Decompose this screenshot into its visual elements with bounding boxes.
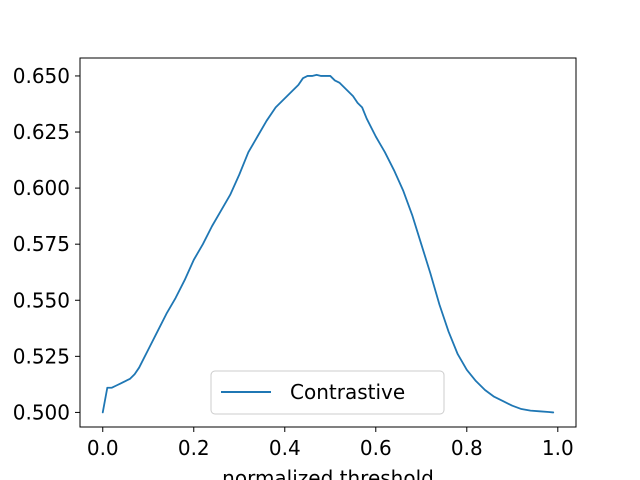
y-tick-label: 0.500 <box>13 400 70 424</box>
series-line-contrastive <box>101 73 555 414</box>
y-tick-label: 0.550 <box>13 288 70 312</box>
y-tick-label: 0.625 <box>13 120 70 144</box>
x-tick-label: 0.2 <box>178 436 210 460</box>
x-axis-label: normalized threshold <box>222 466 434 480</box>
y-axis: 0.500 0.525 0.550 0.575 0.600 0.625 0.650 <box>13 64 80 424</box>
y-tick-label: 0.525 <box>13 344 70 368</box>
x-tick-label: 0.0 <box>87 436 119 460</box>
plot-area <box>79 57 577 428</box>
y-tick-label: 0.650 <box>13 64 70 88</box>
x-tick-label: 1.0 <box>542 436 574 460</box>
x-tick-label: 0.8 <box>451 436 483 460</box>
legend-label: Contrastive <box>290 380 405 404</box>
legend-box <box>210 370 445 415</box>
x-tick-label: 0.4 <box>269 436 301 460</box>
y-tick-label: 0.575 <box>13 232 70 256</box>
y-tick-label: 0.600 <box>13 176 70 200</box>
x-axis: 0.0 0.2 0.4 0.6 0.8 1.0 <box>87 427 574 460</box>
series-layer <box>101 73 555 414</box>
legend: Contrastive <box>210 370 445 415</box>
x-tick-label: 0.6 <box>360 436 392 460</box>
